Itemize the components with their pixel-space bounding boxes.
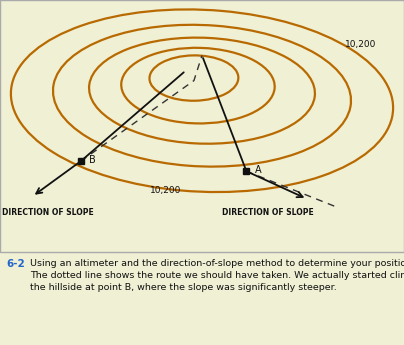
Text: DIRECTION OF SLOPE: DIRECTION OF SLOPE: [222, 208, 314, 217]
Text: 6-2: 6-2: [6, 259, 25, 269]
Text: B: B: [89, 155, 96, 165]
Text: 10,200: 10,200: [345, 40, 377, 49]
Text: A: A: [255, 165, 261, 175]
Text: 10,200: 10,200: [150, 186, 181, 195]
Text: Using an altimeter and the direction-of-slope method to determine your position.: Using an altimeter and the direction-of-…: [30, 259, 404, 292]
Text: DIRECTION OF SLOPE: DIRECTION OF SLOPE: [2, 208, 94, 217]
